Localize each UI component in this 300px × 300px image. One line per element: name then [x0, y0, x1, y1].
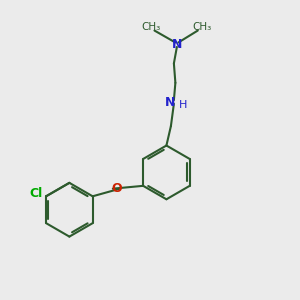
Text: CH₃: CH₃: [142, 22, 161, 32]
Text: N: N: [172, 38, 182, 51]
Text: O: O: [111, 182, 122, 195]
Text: CH₃: CH₃: [193, 22, 212, 32]
Text: H: H: [179, 100, 188, 110]
Text: N: N: [165, 96, 175, 109]
Text: Cl: Cl: [29, 187, 42, 200]
